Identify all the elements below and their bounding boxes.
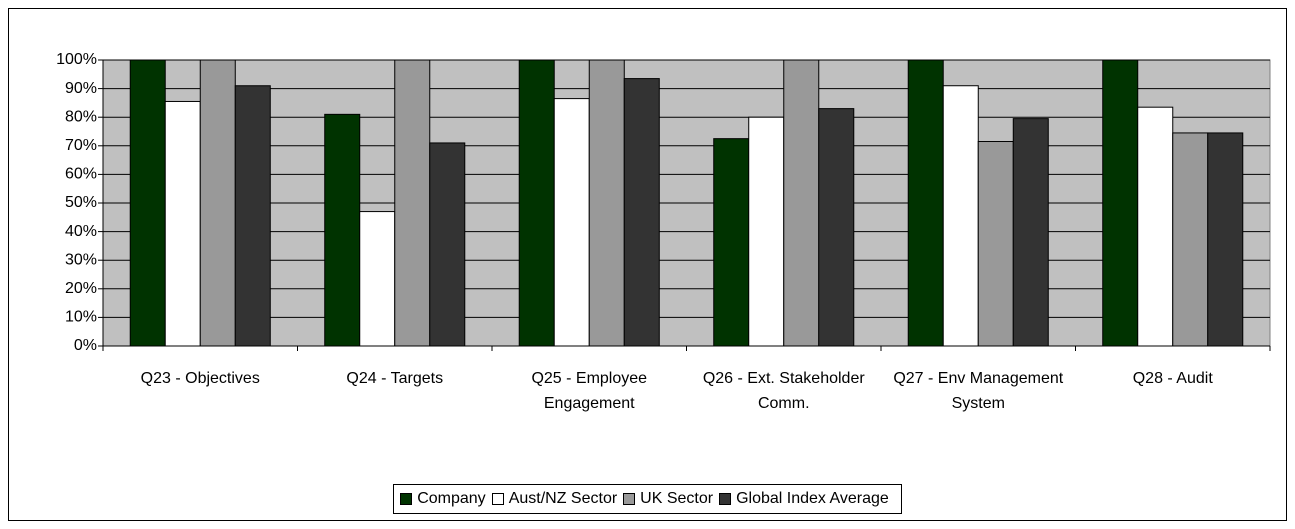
legend-item: UK Sector: [623, 490, 713, 508]
y-tick-label: 70%: [65, 137, 97, 154]
y-tick-label: 30%: [65, 251, 97, 268]
legend-swatch: [491, 493, 504, 505]
bar: [713, 138, 750, 347]
bar: [1102, 59, 1139, 347]
legend-item: Global Index Average: [719, 490, 889, 508]
bar: [783, 59, 820, 347]
bar: [324, 113, 361, 347]
x-tick-label: Q26 - Ext. Stakeholder Comm.: [702, 370, 865, 412]
legend-box: Company Aust/NZ Sector UK Sector Global Ind…: [393, 484, 902, 514]
bar: [199, 59, 236, 347]
bar: [907, 59, 944, 347]
bar: [623, 78, 660, 347]
legend-item: Company: [400, 490, 486, 508]
legend-label: Aust/NZ Sector: [508, 490, 618, 507]
legend-label: Company: [417, 490, 486, 507]
bar: [518, 59, 555, 347]
y-tick-label: 40%: [65, 223, 97, 240]
x-tick-label: Q28 - Audit: [1132, 370, 1213, 387]
legend-label: Global Index Average: [736, 490, 889, 507]
legend-swatch: [623, 493, 636, 505]
y-tick-label: 90%: [65, 80, 97, 97]
bar: [553, 98, 590, 347]
bar: [748, 116, 785, 347]
bar: [1172, 132, 1209, 347]
x-tick-label: Q24 - Targets: [346, 370, 444, 387]
bar: [1137, 106, 1174, 347]
bar: [359, 211, 396, 347]
bar: [429, 142, 466, 347]
bar: [588, 59, 625, 347]
y-tick-label: 0%: [74, 337, 97, 354]
bar: [977, 141, 1014, 347]
y-tick-label: 80%: [65, 108, 97, 125]
bar: [1207, 132, 1244, 347]
bar: [234, 85, 271, 347]
x-tick-label: Q23 - Objectives: [140, 370, 260, 387]
legend-label: UK Sector: [640, 490, 714, 507]
y-tick-label: 20%: [65, 280, 97, 297]
bar: [394, 59, 431, 347]
y-tick-label: 100%: [56, 51, 97, 68]
legend-swatch: [719, 493, 732, 505]
bar: [818, 108, 855, 347]
x-tick-label: Q27 - Env Management System: [893, 370, 1064, 412]
legend-item: Aust/NZ Sector: [491, 490, 618, 508]
x-tick-label: Q25 - Employee Engagement: [531, 370, 648, 412]
y-tick-label: 50%: [65, 194, 97, 211]
chart-border: [8, 8, 1287, 521]
bar: [942, 85, 979, 347]
y-tick-label: 60%: [65, 166, 97, 183]
legend-swatch: [400, 493, 413, 505]
y-tick-label: 10%: [65, 309, 97, 326]
bar: [1012, 118, 1049, 347]
bar: [164, 100, 201, 347]
bar: [129, 59, 166, 347]
legend: Company Aust/NZ Sector UK Sector Global Ind…: [0, 484, 1295, 514]
